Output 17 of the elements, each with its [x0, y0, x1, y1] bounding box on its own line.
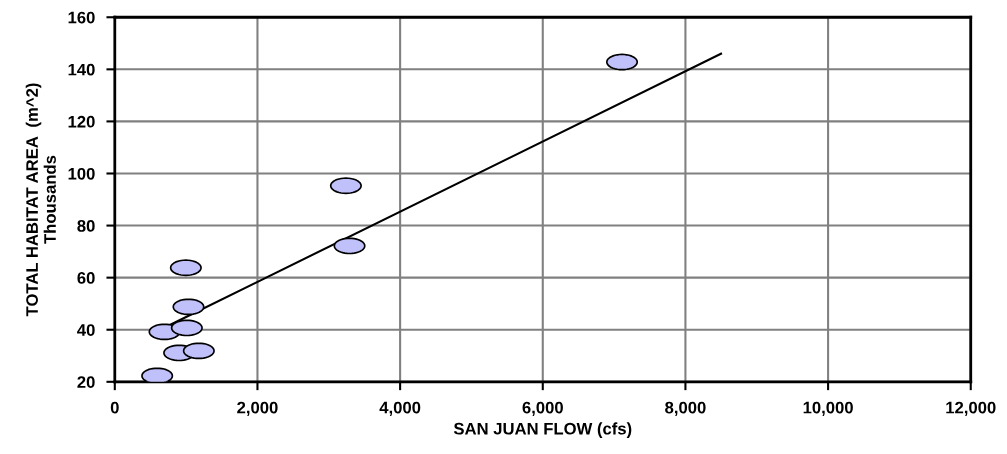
y-tick-label: 100	[68, 167, 95, 180]
y-tick-label: 80	[77, 219, 95, 232]
y-tick-label: 60	[77, 272, 95, 284]
y-tick-label: 120	[68, 115, 95, 128]
y-tick-label: 40	[77, 324, 95, 336]
x-tick-label: 8,000	[665, 401, 706, 416]
y-axis-title: TOTAL HABITAT AREA (m^2) Thousands	[25, 83, 56, 317]
x-tick-label: 12,000	[946, 401, 996, 416]
x-axis-title: SAN JUAN FLOW (cfs)	[453, 422, 632, 438]
y-tick-label: 160	[68, 11, 95, 24]
x-tick-label: 10,000	[803, 401, 853, 416]
x-tick-label: 6,000	[522, 401, 563, 416]
y-tick-label: 20	[77, 376, 95, 389]
x-tick-label: 4,000	[379, 401, 421, 416]
y-tick-label: 140	[68, 63, 95, 76]
x-tick-label: 0	[110, 401, 119, 414]
x-tick-label: 2,000	[237, 401, 278, 416]
